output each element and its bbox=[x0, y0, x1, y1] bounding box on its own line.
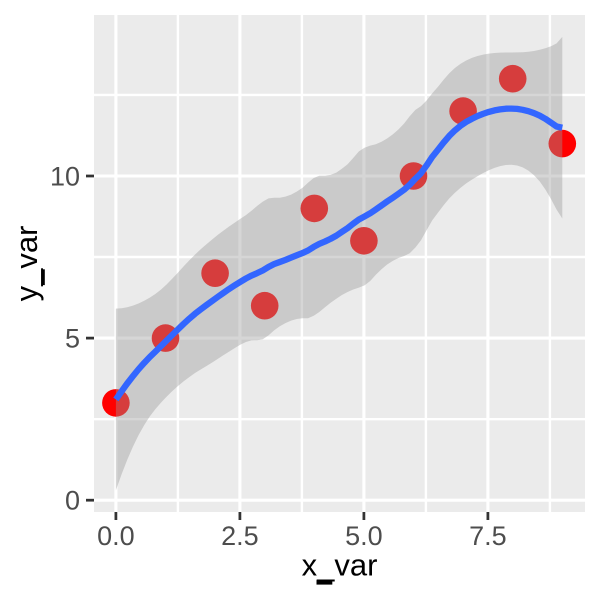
svg-text:0.0: 0.0 bbox=[97, 521, 135, 551]
svg-text:5: 5 bbox=[65, 323, 80, 353]
svg-text:y_var: y_var bbox=[9, 226, 44, 302]
svg-text:x_var: x_var bbox=[302, 547, 378, 582]
svg-text:0: 0 bbox=[65, 486, 80, 516]
svg-text:10: 10 bbox=[50, 161, 80, 191]
svg-text:5.0: 5.0 bbox=[345, 521, 383, 551]
svg-text:2.5: 2.5 bbox=[221, 521, 259, 551]
svg-text:7.5: 7.5 bbox=[469, 521, 507, 551]
